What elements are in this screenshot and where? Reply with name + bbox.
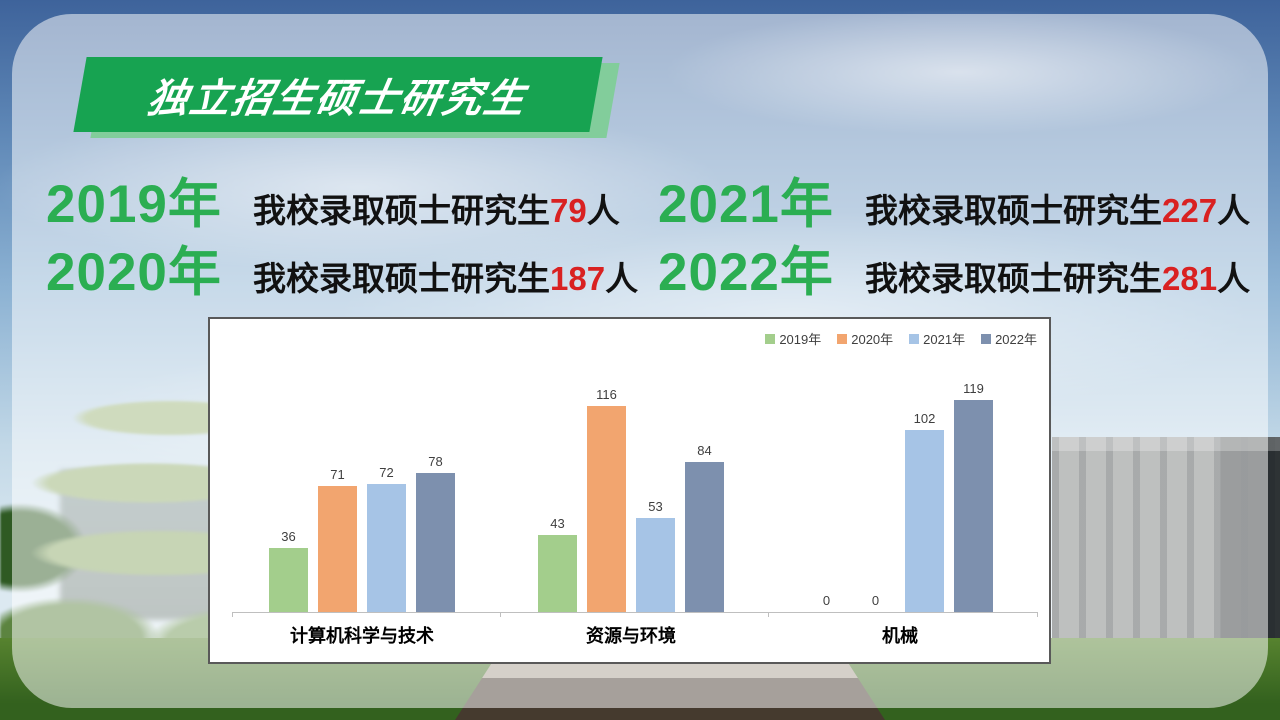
bar [416,473,455,612]
bar [905,430,944,612]
stat-count: 79 [550,192,587,229]
bar-column: 119 [954,381,993,612]
axis-tick [768,612,769,617]
stat-year: 2019年 [46,175,222,234]
bar [367,484,406,612]
stat-suffix: 人 [605,260,639,297]
title-banner: 独立招生硕士研究生 [73,57,620,138]
bar-column: 102 [905,411,944,612]
bar-group: 36 71 72 78 [269,319,455,612]
bar-column: 71 [318,467,357,612]
x-axis [232,612,1038,613]
legend-item: 2022年 [981,329,1037,348]
category-label: 机械 [882,626,918,646]
bar-group: 43 116 53 84 [538,319,724,612]
bar-value-label: 0 [822,593,831,608]
bar-value-label: 43 [550,516,565,531]
stat-prefix: 我校录取硕士研究生 [253,260,550,297]
legend-label: 2019年 [779,332,822,347]
bar-value-label: 84 [697,443,712,458]
legend-swatch [837,333,848,344]
bar-column: 0 [856,593,895,612]
stat-year: 2022年 [658,243,834,302]
bar [685,462,724,612]
title-banner-face: 独立招生硕士研究生 [73,57,603,132]
stat-count: 227 [1162,192,1218,229]
bar [269,548,308,612]
bar-value-label: 102 [913,411,936,426]
page-title: 独立招生硕士研究生 [144,76,531,121]
bar-column: 43 [538,516,577,612]
bar-column: 72 [367,465,406,612]
stat-year: 2020年 [46,243,222,302]
bar-column: 36 [269,529,308,612]
axis-tick [232,612,233,617]
stat-prefix: 我校录取硕士研究生 [865,192,1162,229]
stat-item: 2020年 我校录取硕士研究生187人 [46,230,658,302]
category-label: 资源与环境 [586,626,676,646]
legend-label: 2022年 [995,332,1037,347]
stat-desc: 我校录取硕士研究生187人 [253,252,638,300]
axis-tick [1037,612,1038,617]
bar [587,406,626,612]
bar-column: 84 [685,443,724,612]
bar [636,518,675,612]
bar-value-label: 119 [963,381,984,396]
legend-item: 2020年 [837,329,893,348]
legend-swatch [909,333,920,344]
category-label: 计算机科学与技术 [290,626,434,646]
stat-prefix: 我校录取硕士研究生 [253,192,550,229]
bar-column: 53 [636,499,675,612]
stat-desc: 我校录取硕士研究生281人 [865,252,1250,300]
stat-count: 281 [1162,260,1218,297]
bar-column: 78 [416,454,455,612]
legend-item: 2021年 [909,329,965,348]
axis-tick [500,612,501,617]
enrollment-bar-chart: 2019年 2020年 2021年 2022年 36 71 72 78 计算机科学与技术 43 1… [208,317,1051,664]
bar-value-label: 53 [648,499,663,514]
stat-suffix: 人 [1217,192,1251,229]
legend-swatch [765,333,776,344]
stat-item: 2019年 我校录取硕士研究生79人 [46,162,658,234]
stats-grid: 2019年 我校录取硕士研究生79人 2021年 我校录取硕士研究生227人 2020年… [46,162,1256,302]
stat-prefix: 我校录取硕士研究生 [865,260,1162,297]
bar-column: 116 [587,387,626,612]
bar-value-label: 116 [596,387,617,402]
bar-value-label: 78 [428,454,443,469]
bar-group: 0 0 102 119 [807,319,993,612]
legend-item: 2019年 [765,329,821,348]
stat-suffix: 人 [1217,260,1251,297]
bar-value-label: 36 [281,529,296,544]
legend-label: 2021年 [923,332,966,347]
chart-legend: 2019年 2020年 2021年 2022年 [765,329,1037,348]
legend-swatch [981,333,992,344]
bar-value-label: 72 [379,465,394,480]
bar-value-label: 71 [330,467,345,482]
bar-value-label: 0 [871,593,880,608]
bar-column: 0 [807,593,846,612]
bar [954,400,993,612]
bar [538,535,577,612]
stat-count: 187 [550,260,606,297]
stat-desc: 我校录取硕士研究生227人 [865,184,1250,232]
stat-suffix: 人 [586,192,620,229]
stat-desc: 我校录取硕士研究生79人 [253,184,620,232]
stat-item: 2022年 我校录取硕士研究生281人 [658,230,1256,302]
stat-year: 2021年 [658,175,834,234]
bar [318,486,357,612]
legend-label: 2020年 [851,332,894,347]
stat-item: 2021年 我校录取硕士研究生227人 [658,162,1256,234]
